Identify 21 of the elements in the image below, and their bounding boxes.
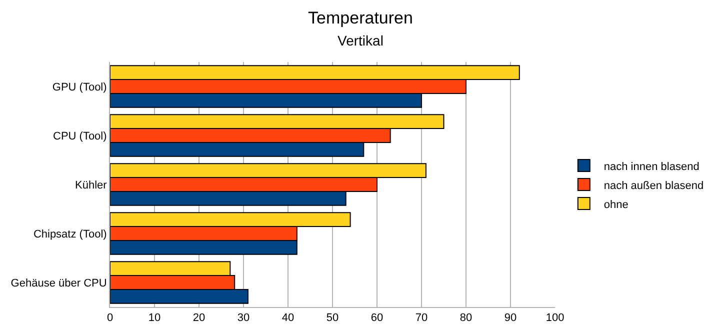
x-tick-label: 90 bbox=[504, 312, 517, 324]
x-tick-label: 40 bbox=[282, 312, 294, 324]
x-tick-label: 60 bbox=[370, 312, 384, 324]
x-tick-label: 0 bbox=[106, 312, 114, 324]
y-tick-label: GPU (Tool) bbox=[52, 81, 107, 94]
y-tick-label: Chipsatz (Tool) bbox=[33, 228, 107, 240]
x-tick-label: 10 bbox=[148, 312, 161, 324]
chart-subtitle: Vertikal bbox=[338, 32, 384, 49]
x-tick-label: 30 bbox=[237, 312, 250, 324]
x-tick-label: 50 bbox=[326, 312, 339, 324]
x-tick-label: 80 bbox=[460, 312, 472, 324]
chart-title: Temperaturen bbox=[308, 8, 413, 28]
legend-label: ohne bbox=[604, 198, 628, 211]
y-tick-label: CPU (Tool) bbox=[53, 130, 107, 142]
legend-label: nach außen blasend bbox=[604, 180, 704, 192]
x-tick-label: 20 bbox=[192, 312, 206, 324]
legend-label: nach innen blasend bbox=[604, 160, 700, 173]
x-tick-label: 70 bbox=[415, 312, 428, 324]
y-tick-label: Gehäuse über CPU bbox=[10, 277, 107, 290]
x-tick-label: 100 bbox=[546, 312, 564, 324]
y-tick-label: Kühler bbox=[75, 179, 108, 192]
